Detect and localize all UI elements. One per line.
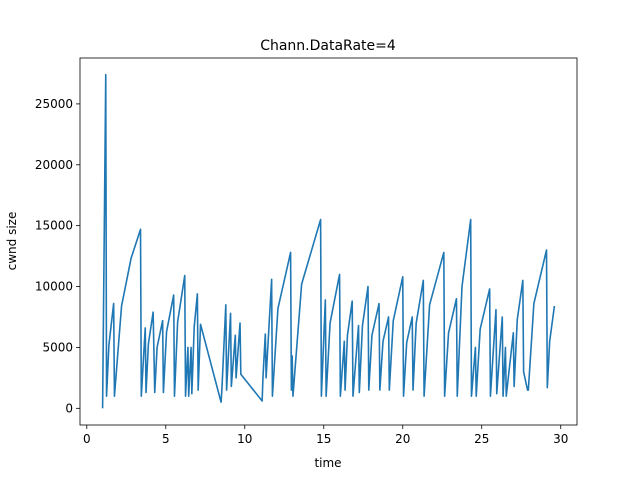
- x-tick-label: 10: [237, 432, 252, 446]
- y-tick-label: 0: [65, 401, 73, 415]
- x-tick-label: 15: [316, 432, 331, 446]
- chart-title: Chann.DataRate=4: [260, 38, 396, 54]
- x-tick-label: 25: [474, 432, 489, 446]
- axes-frame: [79, 57, 578, 426]
- y-tick-label: 25000: [35, 97, 73, 111]
- x-tick-label: 5: [162, 432, 170, 446]
- y-tick-label: 10000: [35, 280, 73, 294]
- data-line: [101, 73, 556, 409]
- y-tick-label: 5000: [42, 340, 73, 354]
- x-tick-label: 30: [553, 432, 568, 446]
- y-axis-label: cwnd size: [5, 212, 19, 271]
- y-tick-label: 15000: [35, 219, 73, 233]
- x-tick-label: 0: [83, 432, 91, 446]
- x-tick-label: 20: [395, 432, 410, 446]
- x-axis-label: time: [314, 456, 341, 470]
- y-tick-label: 20000: [35, 158, 73, 172]
